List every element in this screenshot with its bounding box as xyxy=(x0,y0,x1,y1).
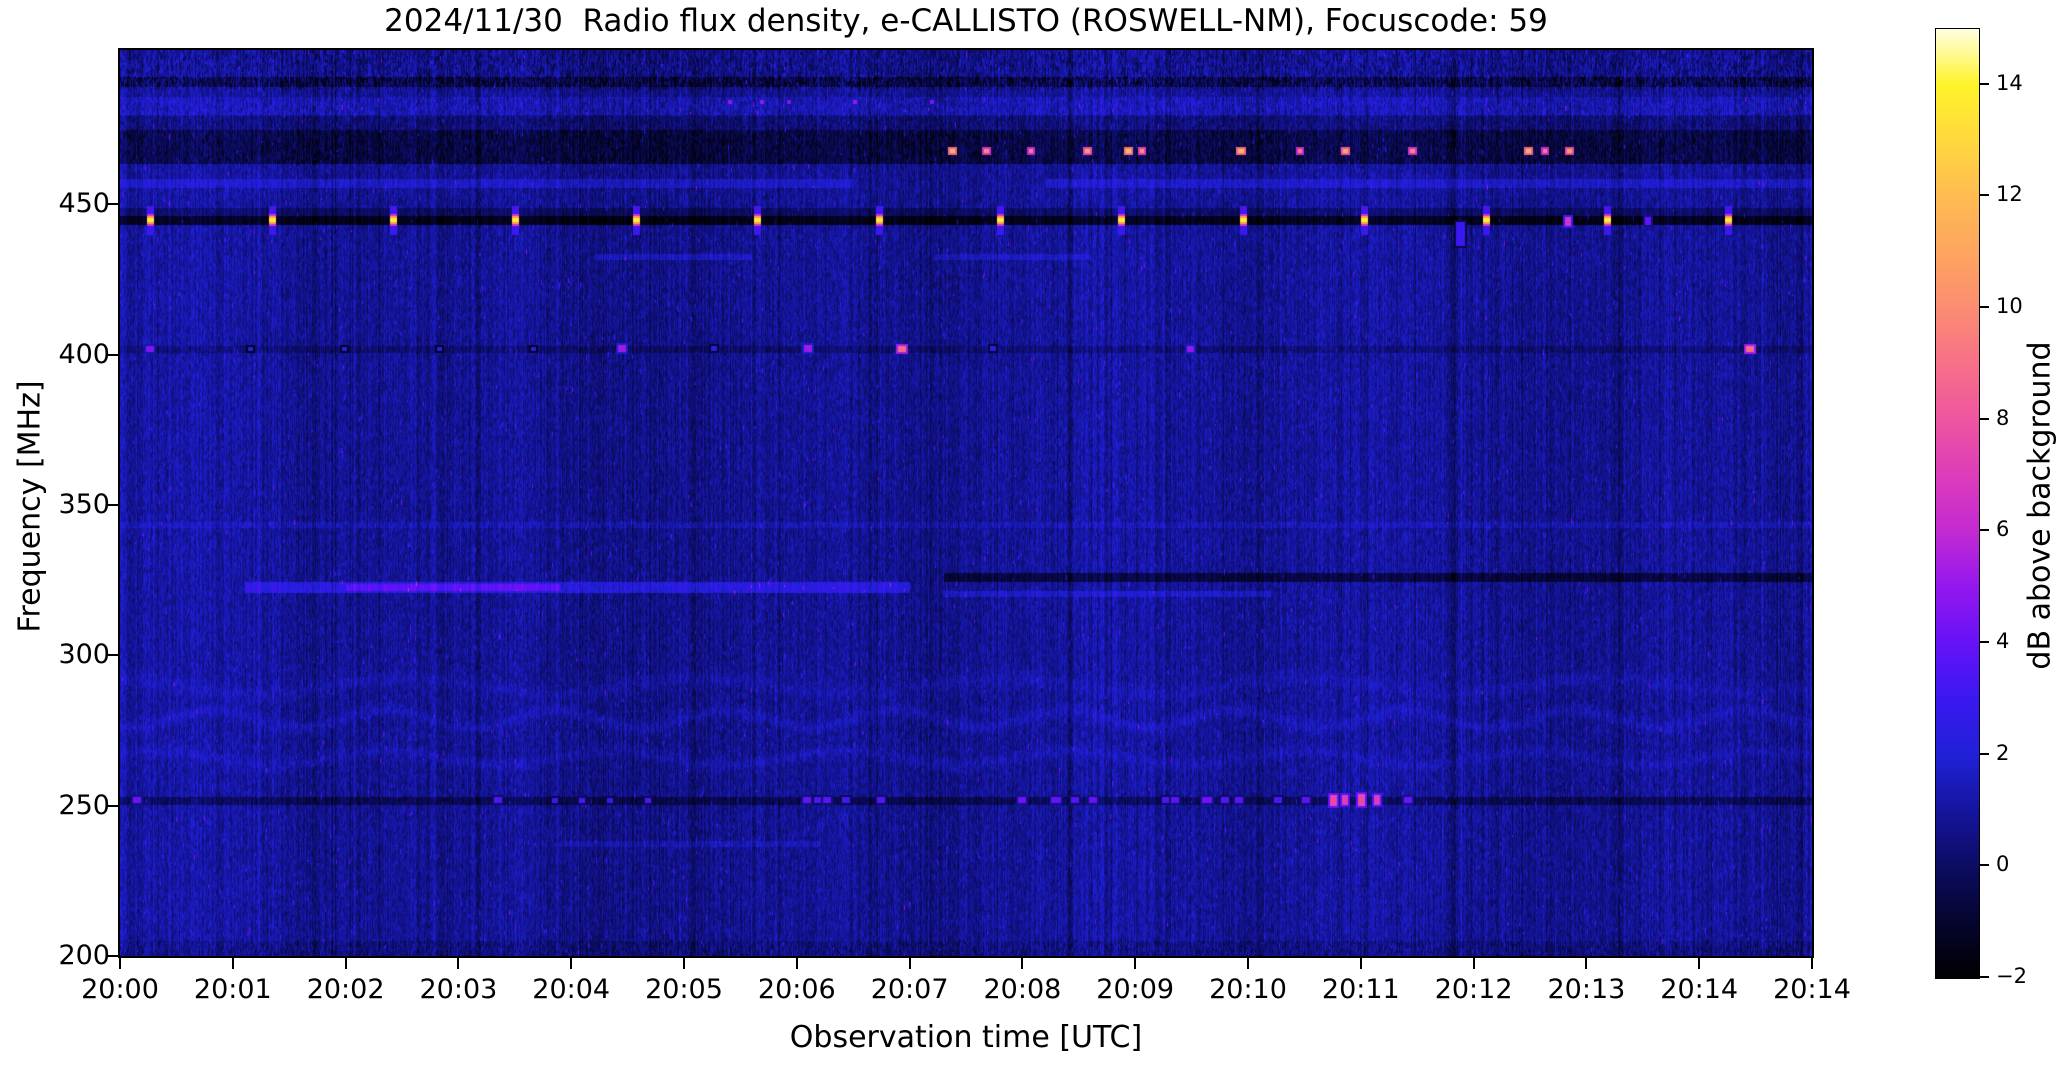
x-tick-label: 20:12 xyxy=(1434,974,1513,1005)
y-tick-label: 300 xyxy=(58,639,110,671)
x-tick-mark xyxy=(1134,958,1137,969)
x-tick-mark xyxy=(1247,958,1249,969)
x-tick-label: 20:10 xyxy=(1209,974,1287,1005)
x-tick-mark xyxy=(683,958,685,969)
x-tick-label: 20:11 xyxy=(1321,974,1400,1005)
colorbar-tick-label: 2 xyxy=(1996,740,2010,765)
y-tick-mark xyxy=(107,353,118,356)
x-tick-mark xyxy=(1021,958,1024,969)
x-tick-label: 20:01 xyxy=(193,974,272,1005)
x-tick-mark xyxy=(570,958,573,969)
x-tick-label: 20:06 xyxy=(757,974,836,1005)
y-tick-label: 200 xyxy=(58,940,110,971)
x-tick-mark xyxy=(1698,958,1701,969)
x-tick-mark xyxy=(119,958,121,969)
x-tick-mark xyxy=(908,958,911,969)
x-tick-label: 20:05 xyxy=(645,974,723,1005)
x-tick-mark xyxy=(1359,958,1362,969)
x-tick-mark xyxy=(795,958,798,969)
x-tick-label: 20:07 xyxy=(870,974,949,1005)
y-tick-label: 450 xyxy=(58,188,110,220)
colorbar-tick-mark xyxy=(1980,752,1989,755)
colorbar-tick-label: −2 xyxy=(1996,964,2027,988)
y-tick-mark xyxy=(107,503,118,506)
colorbar-tick-mark xyxy=(1980,864,1989,867)
colorbar-tick-label: 14 xyxy=(1996,70,2023,95)
x-tick-mark xyxy=(231,958,234,969)
y-tick-label: 400 xyxy=(58,338,110,370)
colorbar-tick-mark xyxy=(1980,529,1989,532)
y-tick-mark xyxy=(107,804,118,807)
colorbar-tick-label: 6 xyxy=(1996,517,2010,542)
colorbar-tick-label: 12 xyxy=(1996,182,2023,207)
colorbar-tick-mark xyxy=(1980,306,1989,309)
colorbar-tick-mark xyxy=(1980,194,1989,197)
x-tick-mark xyxy=(457,958,460,969)
x-axis-label: Observation time [UTC] xyxy=(789,1020,1143,1055)
x-tick-label: 20:08 xyxy=(983,974,1062,1005)
colorbar-tick-label: 8 xyxy=(1996,405,2010,430)
x-tick-label: 20:04 xyxy=(532,974,611,1005)
x-tick-mark xyxy=(1472,958,1475,969)
x-tick-label: 20:03 xyxy=(419,974,498,1005)
colorbar-tick-mark xyxy=(1980,417,1989,420)
y-tick-label: 250 xyxy=(58,789,110,821)
colorbar-tick-label: 0 xyxy=(1996,852,2010,877)
x-tick-label: 20:09 xyxy=(1096,974,1175,1005)
colorbar-tick-mark xyxy=(1980,976,1989,978)
y-tick-mark xyxy=(107,654,118,657)
colorbar-tick-mark xyxy=(1980,641,1989,644)
spectrogram-canvas xyxy=(120,50,1812,956)
x-tick-mark xyxy=(1585,958,1588,969)
colorbar xyxy=(1935,28,1980,979)
x-tick-label: 20:00 xyxy=(81,974,159,1005)
x-tick-label: 20:14 xyxy=(1660,974,1739,1005)
x-tick-label: 20:14 xyxy=(1773,974,1851,1005)
colorbar-tick-label: 10 xyxy=(1996,294,2023,319)
x-tick-mark xyxy=(344,958,347,969)
x-tick-mark xyxy=(1811,958,1813,969)
y-tick-mark xyxy=(107,203,118,206)
y-tick-mark xyxy=(107,955,118,957)
colorbar-tick-mark xyxy=(1980,82,1989,85)
x-tick-label: 20:02 xyxy=(306,974,385,1005)
x-tick-label: 20:13 xyxy=(1547,974,1626,1005)
colorbar-tick-label: 4 xyxy=(1996,629,2010,654)
y-tick-label: 350 xyxy=(58,488,110,520)
plot-area xyxy=(118,48,1814,958)
plot-title: 2024/11/30 Radio flux density, e-CALLIST… xyxy=(384,3,1548,39)
